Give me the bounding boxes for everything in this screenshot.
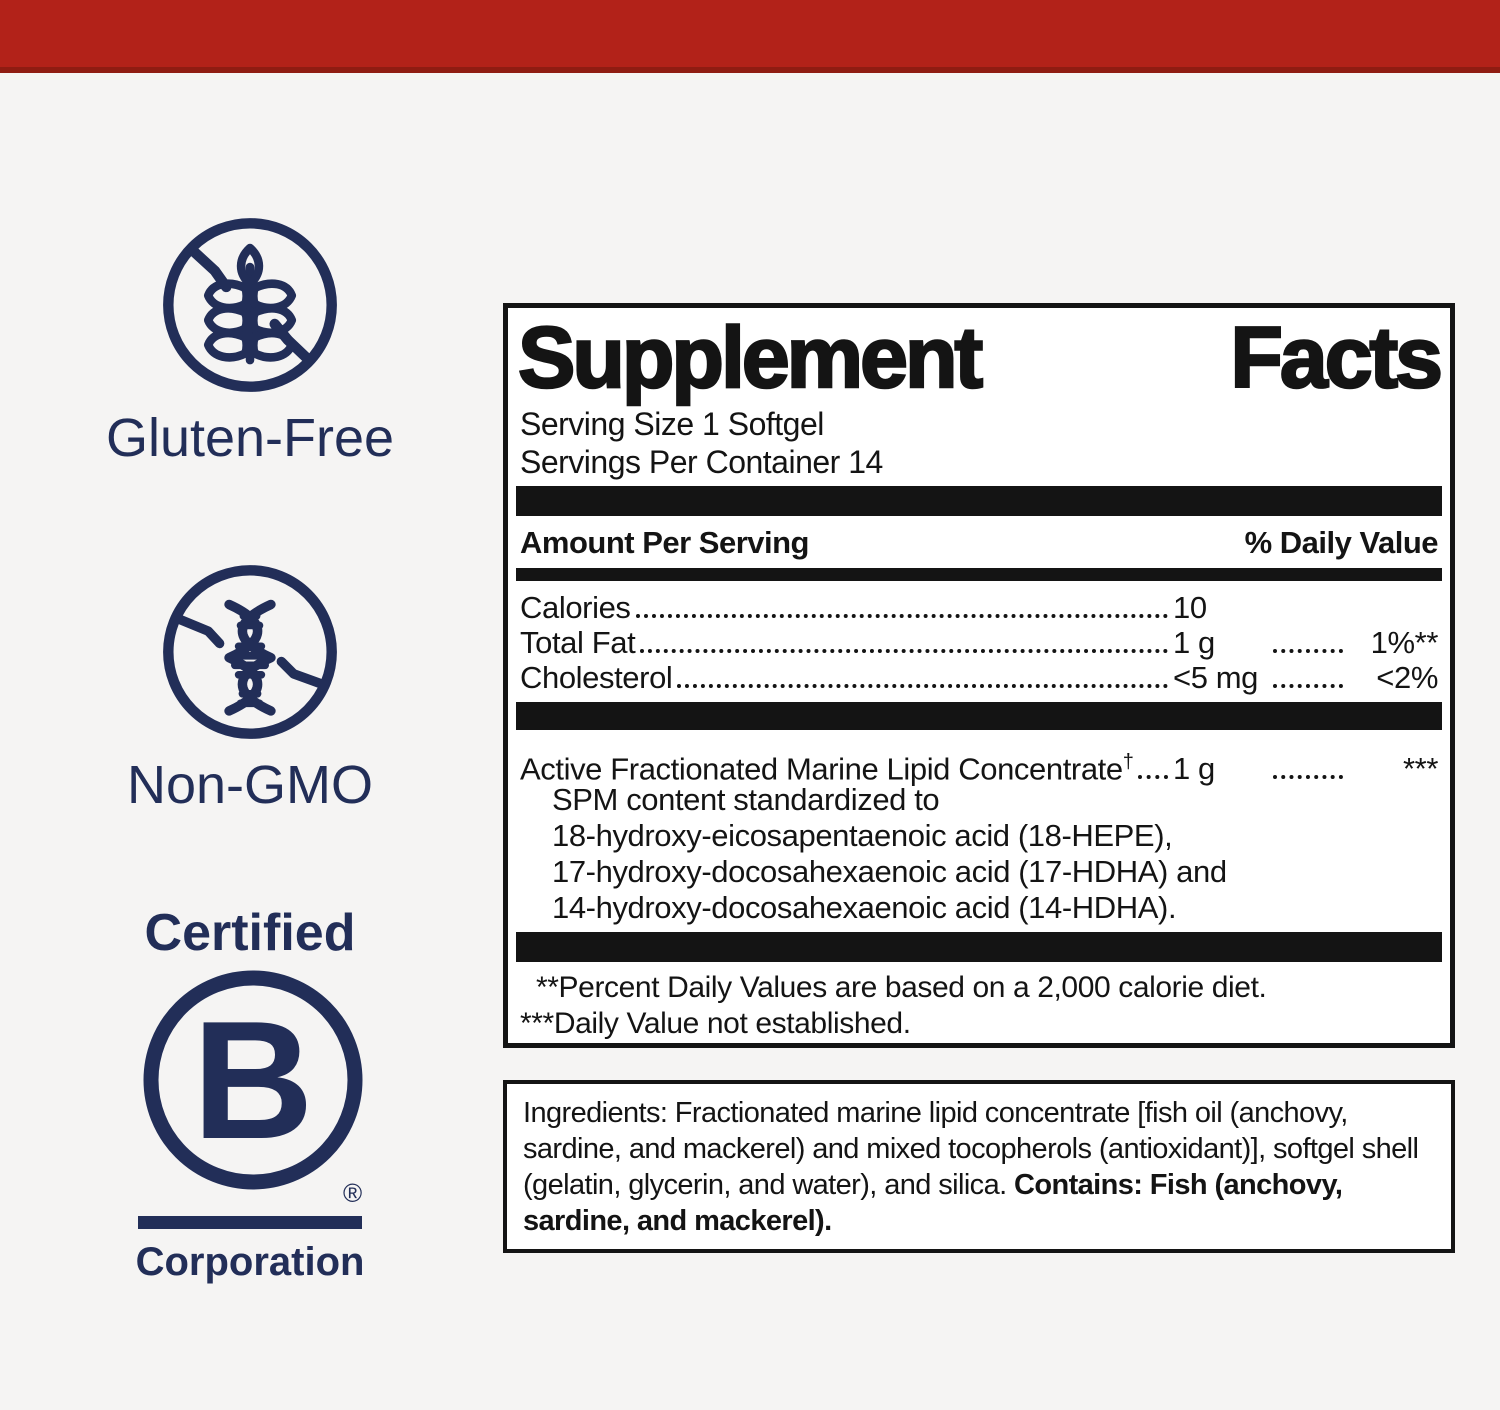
nutrient-daily-value: 1%**	[1370, 625, 1439, 660]
allergen-statement: Contains: Fish (anchovy, sardine, and ma…	[523, 1169, 1343, 1237]
gluten-free-label: Gluten-Free	[105, 408, 395, 468]
serving-size-line: Serving Size 1 Softgel	[520, 406, 824, 442]
amount-per-serving-header: Amount Per Serving	[520, 525, 810, 560]
table-row: Active Fractionated Marine Lipid Concent…	[520, 745, 1438, 786]
registered-trademark-icon: ®	[343, 1178, 363, 1208]
ingredients-text: Ingredients: Fractionated marine lipid c…	[523, 1097, 1419, 1201]
nutrient-daily-value: <2%	[1376, 660, 1438, 695]
ingredients-box: Ingredients: Fractionated marine lipid c…	[503, 1080, 1455, 1253]
standardization-line: 18-hydroxy-eicosapentaenoic acid (18-HEP…	[552, 818, 1173, 853]
separator-bar-thin	[516, 568, 1442, 581]
panel-title-word2: Facts	[1229, 309, 1444, 408]
panel-title: Supplement Facts	[517, 309, 1444, 408]
dot-leader	[677, 684, 1168, 688]
dna-crossed-icon	[163, 565, 337, 739]
nutrient-label: Calories	[520, 590, 631, 625]
b-corp-certified-label: Certified	[144, 904, 356, 962]
standardization-line: 14-hydroxy-docosahexaenoic acid (14-HDHA…	[552, 890, 1177, 925]
table-row: Cholesterol <5 mg <2%	[520, 660, 1438, 695]
supplement-facts-panel: Supplement Facts Serving Size 1 Softgel …	[503, 303, 1455, 1048]
footnote-line: ***Daily Value not established.	[520, 1007, 911, 1040]
b-corp-seal-icon: B	[143, 970, 363, 1190]
table-row: Total Fat 1 g 1%**	[520, 625, 1438, 660]
nutrient-daily-value: ***	[1403, 751, 1438, 787]
nutrient-amount: <5 mg	[1173, 660, 1259, 695]
table-header-row: Amount Per Serving % Daily Value	[520, 525, 1439, 561]
separator-bar-thick	[516, 702, 1442, 730]
dot-leader	[1273, 649, 1343, 653]
nutrient-label: Cholesterol	[520, 660, 673, 695]
standardization-line: SPM content standardized to	[552, 782, 940, 817]
nutrient-amount: 1 g	[1173, 625, 1215, 660]
nutrient-amount: 10	[1173, 590, 1207, 625]
servings-per-container-line: Servings Per Container 14	[520, 444, 883, 480]
dot-leader	[1273, 775, 1343, 780]
dot-leader	[635, 614, 1168, 618]
b-corp-corporation-label: Corporation	[135, 1240, 365, 1284]
standardization-line: 17-hydroxy-docosahexaenoic acid (17-HDHA…	[552, 854, 1227, 889]
nutrient-amount: 1 g	[1173, 751, 1215, 787]
active-ingredient-label: Active Fractionated Marine Lipid Concent…	[520, 751, 1123, 787]
separator-bar-thick	[516, 486, 1442, 516]
nutrient-label: Active Fractionated Marine Lipid Concent…	[520, 745, 1134, 787]
separator-bar-thick	[516, 932, 1442, 962]
daily-value-header: % Daily Value	[1244, 525, 1439, 560]
wheat-crossed-icon	[163, 218, 337, 392]
red-accent-bar	[0, 0, 1500, 73]
non-gmo-label: Non-GMO	[126, 755, 374, 815]
b-corp-underline-bar	[138, 1216, 362, 1229]
footnote-line: **Percent Daily Values are based on a 2,…	[536, 971, 1267, 1004]
table-row: Calories 10	[520, 590, 1438, 625]
non-gmo-badge: Non-GMO	[60, 557, 440, 815]
panel-title-word1: Supplement	[517, 309, 985, 408]
nutrient-label: Total Fat	[520, 625, 636, 660]
gluten-free-badge: Gluten-Free	[60, 210, 440, 468]
dot-leader	[1273, 684, 1343, 688]
b-corp-letter: B	[192, 986, 313, 1174]
dot-leader	[640, 649, 1168, 653]
dagger-mark: †	[1122, 751, 1134, 773]
dot-leader	[1138, 775, 1168, 780]
